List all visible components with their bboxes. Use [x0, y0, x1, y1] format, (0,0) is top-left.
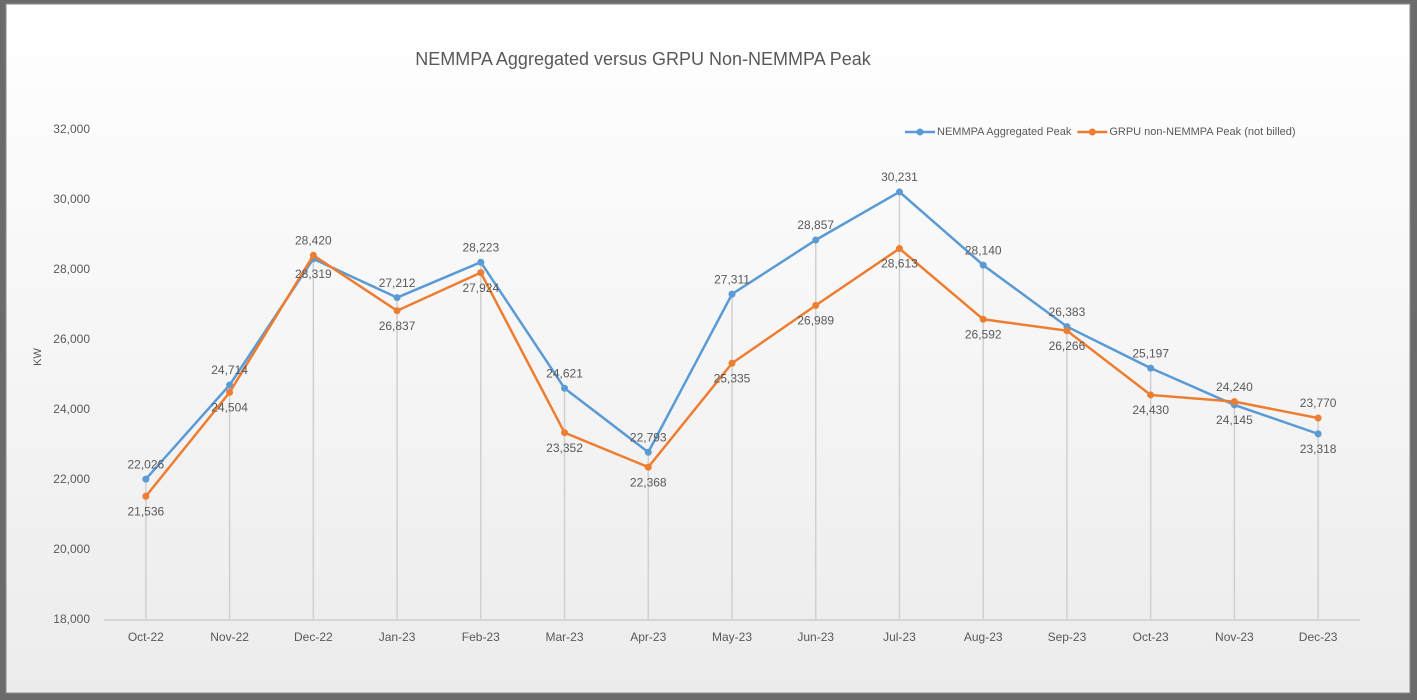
point: [477, 258, 485, 266]
data-label: 26,989: [797, 314, 834, 328]
data-label: 24,430: [1132, 403, 1169, 417]
point: [226, 381, 234, 389]
point: [812, 301, 820, 309]
data-label: 24,621: [546, 366, 583, 380]
point: [812, 236, 820, 244]
point: [142, 475, 150, 483]
x-tick-label: Apr-23: [630, 630, 666, 644]
point: [895, 188, 903, 196]
data-label: 28,223: [462, 240, 499, 254]
point: [393, 294, 401, 302]
y-tick-label: 30,000: [53, 192, 90, 206]
point: [561, 384, 569, 392]
data-label: 28,613: [881, 257, 918, 271]
x-tick-label: Dec-23: [1299, 630, 1338, 644]
point: [728, 290, 736, 298]
data-label: 26,837: [379, 319, 416, 333]
data-label: 25,197: [1132, 346, 1169, 360]
x-tick-label: May-23: [712, 630, 752, 644]
data-label: 28,140: [965, 243, 1002, 257]
data-label: 28,420: [295, 233, 332, 247]
data-label: 28,319: [295, 267, 332, 281]
data-label: 24,240: [1216, 380, 1253, 394]
data-label: 24,714: [211, 363, 248, 377]
data-label: 22,793: [630, 430, 667, 444]
legend-label: GRPU non-NEMMPA Peak (not billed): [1109, 126, 1295, 138]
x-tick-label: Sep-23: [1048, 630, 1087, 644]
data-label: 21,536: [128, 504, 165, 518]
point: [561, 429, 569, 437]
data-label: 23,318: [1300, 442, 1337, 456]
x-tick-label: Nov-22: [210, 630, 249, 644]
data-label: 25,335: [714, 371, 751, 385]
x-tick-label: Aug-23: [964, 630, 1003, 644]
data-label: 26,592: [965, 327, 1002, 341]
point: [644, 448, 652, 456]
point: [309, 251, 317, 259]
x-tick-label: Mar-23: [546, 630, 584, 644]
data-label: 28,857: [797, 218, 834, 232]
data-label: 24,504: [211, 401, 248, 415]
data-label: 26,266: [1049, 339, 1086, 353]
point: [895, 245, 903, 253]
data-label: 26,383: [1049, 305, 1086, 319]
x-tick-label: Oct-23: [1133, 630, 1169, 644]
x-tick-label: Feb-23: [462, 630, 500, 644]
y-tick-label: 22,000: [53, 472, 90, 486]
x-tick-label: Oct-22: [128, 630, 164, 644]
point: [979, 315, 987, 323]
data-label: 22,368: [630, 475, 667, 489]
chart-title: NEMMPA Aggregated versus GRPU Non-NEMMPA…: [415, 49, 872, 69]
data-label: 27,311: [714, 272, 750, 286]
y-tick-label: 18,000: [53, 612, 90, 626]
point: [1063, 327, 1071, 335]
point: [1147, 364, 1155, 372]
data-label: 27,212: [379, 276, 416, 290]
x-tick-label: Jun-23: [797, 630, 834, 644]
point: [477, 269, 485, 277]
point: [979, 261, 987, 269]
point: [728, 359, 736, 367]
x-tick-label: Dec-22: [294, 630, 333, 644]
point: [226, 388, 234, 396]
point: [1314, 430, 1322, 438]
point: [644, 463, 652, 471]
legend-marker: [1088, 128, 1096, 136]
y-tick-label: 24,000: [53, 402, 90, 416]
data-label: 24,145: [1216, 413, 1253, 427]
y-axis-label: KW: [32, 348, 44, 366]
data-label: 23,352: [546, 441, 583, 455]
point: [393, 307, 401, 315]
x-tick-label: Jul-23: [883, 630, 916, 644]
x-tick-label: Nov-23: [1215, 630, 1254, 644]
y-tick-label: 28,000: [53, 262, 90, 276]
data-label: 30,231: [881, 170, 918, 184]
y-tick-label: 26,000: [53, 332, 90, 346]
point: [1147, 391, 1155, 399]
point: [142, 492, 150, 500]
data-label: 22,026: [128, 457, 165, 471]
point: [1230, 398, 1238, 406]
point: [1314, 414, 1322, 422]
y-tick-label: 32,000: [53, 122, 90, 136]
chart-frame: [5, 3, 1411, 694]
data-label: 27,924: [462, 281, 499, 295]
legend-marker: [916, 128, 924, 136]
x-tick-label: Jan-23: [379, 630, 416, 644]
data-label: 23,770: [1300, 396, 1337, 410]
y-tick-label: 20,000: [53, 542, 90, 556]
legend-label: NEMMPA Aggregated Peak: [937, 126, 1072, 138]
